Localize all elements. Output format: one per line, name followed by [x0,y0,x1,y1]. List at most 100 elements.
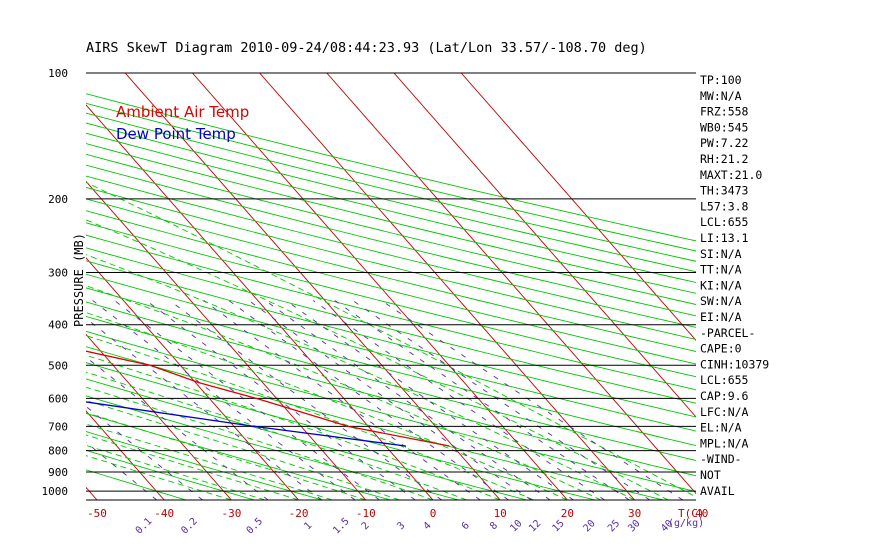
mixing-ratio-tick-label: 4 [422,520,434,532]
index-entry: MW:N/A [700,89,742,103]
index-entry: MAXT:21.0 [700,168,762,182]
mixing-ratio-tick-label: 15 [551,518,567,534]
mixing-ratio-tick-label: 30 [626,518,642,534]
isobar-lines [86,72,696,501]
dry-adiabat [86,175,696,328]
dry-adiabat [86,222,696,378]
mixing-ratio-tick-label: 10 [508,518,524,534]
index-entry: LI:13.1 [700,231,749,245]
bottom-temp-tick-label: -50 [87,507,107,520]
index-entry: KI:N/A [700,278,742,292]
index-entry: SW:N/A [700,294,742,308]
isotherm [86,104,434,500]
mixing-ratio-tick-label: 0.1 [134,516,155,537]
dry-adiabat [86,234,696,391]
mixing-ratio-unit: (g/kg) [668,518,704,529]
index-entry: NOT [700,468,721,482]
dry-adiabat [86,122,696,273]
moist-adiabat [86,371,467,500]
mixing-ratio-line [381,300,684,500]
dry-adiabat [86,301,696,461]
index-entry: L57:3.8 [700,199,749,213]
moist-adiabat [86,455,232,500]
index-entry: EL:N/A [700,421,742,435]
mixing-ratio-tick-label: 6 [460,520,472,532]
bottom-temp-tick-label: -20 [289,507,309,520]
isotherm [192,73,568,500]
bottom-temp-tick-label: 0 [430,507,437,520]
moist-adiabat-lines [86,181,696,500]
dry-adiabat [86,186,696,340]
y-axis-label: PRESSURE (MB) [72,233,86,327]
bottom-temp-tick-label: -30 [221,507,241,520]
dry-adiabat [86,431,323,500]
mixing-ratio-line [334,300,630,500]
dry-adiabat [86,449,255,500]
dry-adiabat [86,330,696,493]
pressure-tick-label: 200 [48,193,68,206]
dry-adiabat [86,198,696,352]
index-entry: SI:N/A [700,247,742,261]
mixing-ratio-lines [86,300,684,500]
legend-ambient-air-temp: Ambient Air Temp [116,103,249,121]
isotherm [86,257,299,500]
bottom-temp-unit: T(C) [678,507,705,520]
dry-adiabat [86,112,696,262]
isotherm [0,73,30,500]
pressure-tick-labels: 100 200 300 400 500 600 700 800 900 1000 [42,67,69,498]
mixing-ratio-tick-label: 20 [581,518,597,534]
pressure-tick-label: 300 [48,267,68,280]
dry-adiabat [86,412,391,500]
dry-adiabat [86,164,696,317]
index-entry: LFC:N/A [700,405,749,419]
mixing-ratio-tick-label: 0.5 [245,516,266,537]
index-entry: PW:7.22 [700,136,748,150]
index-entry: LCL:655 [700,215,748,229]
dry-adiabat [86,362,596,500]
dry-adiabat [86,315,696,477]
mixing-ratio-line [228,300,509,500]
dry-adiabat [86,260,696,418]
bottom-temp-tick-label: 40 [695,507,708,520]
dry-adiabat [86,143,696,294]
index-entry: CAPE:0 [700,342,742,356]
mixing-ratio-tick-label: 3 [395,520,407,532]
isotherm [124,73,501,500]
mixing-ratio-tick-label: 0.2 [179,516,200,537]
mixing-ratio-tick-label: 1.5 [331,516,352,537]
legend-dew-point-temp: Dew Point Temp [116,125,236,143]
dry-adiabat [86,273,696,432]
pressure-tick-label: 1000 [42,485,69,498]
dry-adiabat [86,132,696,283]
mixing-ratio-line [203,300,481,500]
pressure-tick-label: 600 [48,392,68,405]
isotherm [259,73,635,500]
index-entry: TH:3473 [700,184,749,198]
pressure-tick-label: 900 [48,466,68,479]
isotherm [393,73,696,418]
index-entry: TT:N/A [700,263,742,277]
index-entry: FRZ:558 [700,105,749,119]
dry-adiabat [86,346,664,500]
index-entry: CINH:10379 [700,357,769,371]
isotherm [86,333,232,500]
index-entry: LCL:655 [700,373,748,387]
dry-adiabat [86,469,187,500]
pressure-tick-label: 400 [48,319,68,332]
chart-title: AIRS SkewT Diagram 2010-09-24/08:44:23.9… [86,40,647,56]
mixing-ratio-line [146,300,416,500]
index-entry: EI:N/A [700,310,742,324]
dry-adiabat [86,102,696,252]
bottom-temp-tick-label: -10 [356,507,376,520]
bottom-temperature-tick-labels: -50 -40 -30 -20 -10 0 10 20 30 40T(C) [87,507,708,520]
index-entry: -PARCEL- [700,326,755,340]
dry-adiabat [86,378,528,500]
bottom-temp-tick-label: 10 [494,507,507,520]
mixing-ratio-tick-label: 25 [606,518,622,534]
sounding-series [86,350,450,447]
index-entry: -WIND- [700,452,742,466]
pressure-tick-label: 500 [48,359,68,372]
mixing-ratio-tick-label: 8 [488,520,500,532]
